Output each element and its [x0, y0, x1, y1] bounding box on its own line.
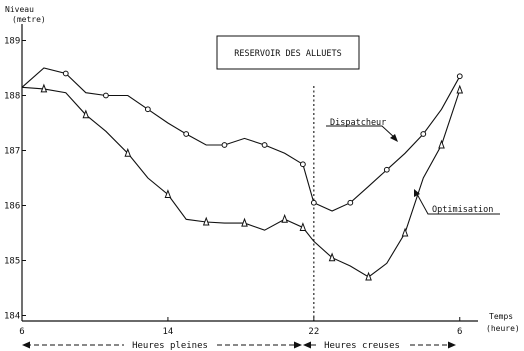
x-tick-label-1: 14 [162, 327, 173, 337]
series-dispatcheur-markers [62, 70, 463, 206]
period-heures-pleines-arrow-left [22, 341, 30, 349]
period-heures-creuses-label: Heures creuses [324, 341, 400, 351]
y-tick-label-188: 188 [4, 92, 20, 102]
optimisation-marker-2 [124, 147, 132, 157]
dispatcheur-marker-1 [103, 92, 109, 99]
y-axis-unit: (metre) [12, 15, 46, 24]
dispatcheur-marker-3 [183, 131, 190, 137]
period-heures-pleines-label: Heures pleines [132, 341, 208, 351]
y-tick-label-186: 186 [4, 202, 20, 212]
optimisation-marker-7 [299, 222, 307, 231]
period-heures-pleines-arrow-right [294, 341, 302, 349]
optimisation-marker-3 [164, 189, 172, 198]
optimisation-marker-4 [202, 216, 210, 226]
dispatcheur-marker-5 [261, 142, 268, 148]
annotation-optimisation: Optimisation [432, 205, 493, 215]
x-tick-label-3: 6 [457, 327, 462, 337]
x-axis-title: Temps [489, 312, 513, 321]
optimisation-marker-5 [241, 217, 248, 227]
y-tick-label-189: 189 [4, 37, 20, 47]
x-tick-label-0: 6 [19, 327, 24, 337]
dispatcheur-marker-0 [62, 70, 69, 77]
dispatcheur-marker-11 [456, 73, 463, 80]
optimisation-marker-11 [438, 139, 445, 149]
y-tick-label-187: 187 [4, 147, 20, 157]
dispatcheur-marker-9 [383, 166, 390, 173]
annotation-optimisation-leader [416, 193, 500, 215]
series-dispatcheur-line [21, 67, 461, 212]
annotation-optimisation-arrowhead [414, 189, 420, 197]
chart-title-box [216, 35, 360, 70]
annotation-dispatcheur-arrowhead [390, 134, 398, 142]
period-heures-creuses-arrow-left [303, 341, 311, 349]
x-tick-label-2: 22 [308, 327, 319, 337]
dispatcheur-marker-7 [310, 199, 317, 206]
annotation-dispatcheur: Dispatcheur [330, 118, 386, 128]
y-tick-label-185: 185 [4, 257, 20, 267]
optimisation-marker-9 [365, 271, 372, 281]
series-optimisation-markers [40, 83, 464, 281]
x-axis-unit: (heure) [486, 324, 520, 333]
dispatcheur-marker-10 [420, 131, 427, 137]
y-tick-label-184: 184 [4, 312, 20, 322]
series-optimisation-line [21, 86, 461, 278]
period-heures-creuses-arrow-right [448, 341, 456, 349]
optimisation-marker-0 [40, 83, 48, 93]
annotation-dispatcheur-leader [326, 125, 396, 139]
dispatcheur-marker-8 [347, 199, 354, 206]
x-ticks: 6 14 22 6 [19, 317, 462, 337]
optimisation-marker-8 [328, 252, 336, 262]
optimisation-marker-1 [82, 109, 90, 119]
y-ticks: 184 185 186 187 188 189 [4, 37, 26, 322]
dispatcheur-marker-2 [144, 106, 151, 113]
optimisation-marker-10 [401, 227, 409, 237]
dispatcheur-marker-6 [299, 161, 306, 168]
period-labels: Heures pleines Heures creuses [22, 341, 456, 351]
optimisation-marker-12 [456, 84, 464, 94]
chart-title: RESERVOIR DES ALLUETS [234, 49, 341, 59]
dispatcheur-marker-4 [221, 142, 228, 148]
y-axis-title: Niveau [5, 5, 34, 14]
optimisation-marker-6 [281, 213, 288, 223]
